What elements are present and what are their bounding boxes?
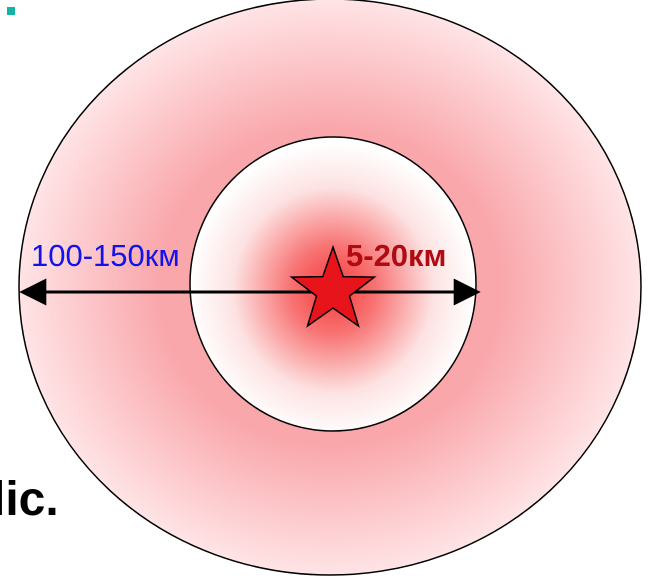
inner-range-label: 5-20км (346, 238, 447, 273)
square-bullet-icon (7, 7, 15, 15)
star-icon (289, 244, 377, 328)
outer-range-label: 100-150км (31, 238, 180, 273)
partial-slide-text: lic. (0, 473, 59, 526)
